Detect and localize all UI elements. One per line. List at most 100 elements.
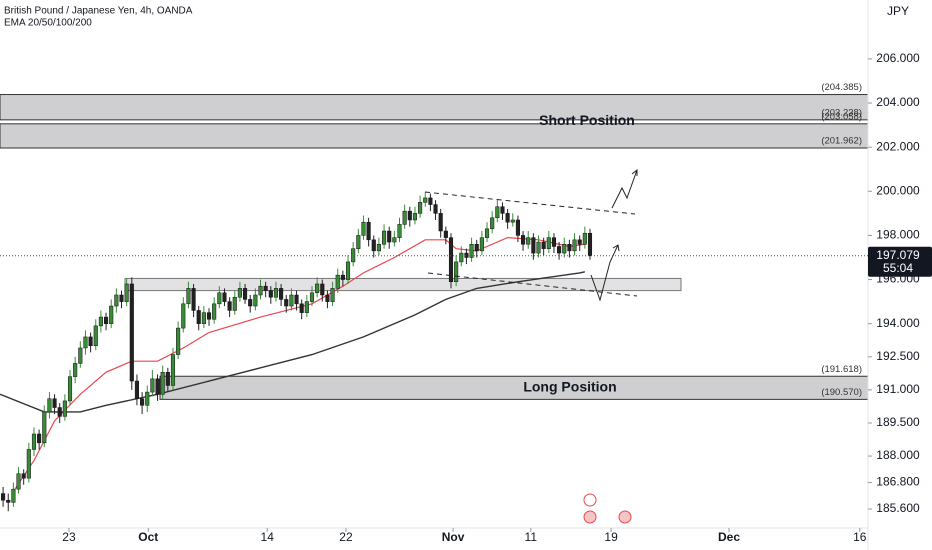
candle-body: [469, 244, 474, 258]
candle-body: [423, 197, 428, 203]
candle-body: [217, 292, 222, 305]
candle-body: [98, 316, 103, 327]
candle-body: [263, 285, 268, 291]
currency: JPY: [887, 4, 909, 18]
candle-body: [37, 433, 42, 444]
candle-body: [304, 301, 309, 313]
candle-body: [443, 230, 448, 238]
last-price-box: [868, 246, 932, 277]
chart-title: British Pound / Japanese Yen, 4h, OANDA: [4, 6, 193, 17]
y-tick-label: 204.000: [876, 95, 920, 109]
arrow-head: [631, 168, 638, 176]
candle-body: [382, 230, 387, 245]
candle-body: [104, 316, 109, 324]
candle-body: [459, 252, 464, 263]
candle-body: [253, 294, 258, 307]
candle-body: [325, 294, 330, 302]
plot: [0, 192, 593, 512]
candle-body: [484, 228, 490, 238]
y-tick-label: 186.800: [876, 475, 920, 489]
candle-body: [170, 354, 176, 386]
level-label: (191.618): [821, 364, 862, 375]
candle-body: [397, 224, 402, 238]
y-tick-label: 206.000: [876, 51, 920, 65]
candle-body: [505, 213, 510, 223]
candle-body: [279, 288, 284, 300]
candle-body: [248, 299, 253, 307]
candle-body: [500, 206, 505, 214]
candle-body: [165, 371, 170, 386]
candle-body: [1, 493, 6, 501]
candle-body: [150, 378, 155, 393]
candle-body: [140, 398, 145, 406]
candle-body: [309, 292, 315, 302]
zone-band: [159, 375, 869, 400]
candle-body: [160, 371, 165, 395]
candle-body: [361, 221, 366, 236]
level-label: (201.962): [821, 136, 862, 147]
candle-body: [21, 473, 26, 479]
arrow-head: [612, 244, 620, 252]
candle-body: [340, 274, 345, 280]
countdown: 55:04: [883, 261, 913, 275]
candle-body: [206, 312, 212, 320]
candle-body: [114, 294, 119, 307]
candle-body: [47, 398, 52, 413]
candle-body: [371, 239, 376, 252]
x-tick-label: 16: [853, 530, 867, 544]
candle-body: [232, 296, 237, 311]
candle-body: [83, 336, 88, 349]
candle-body: [57, 407, 62, 417]
zones: [0, 94, 869, 400]
candle-body: [186, 288, 191, 305]
event-icon: [583, 493, 597, 507]
candle-body: [495, 206, 500, 219]
candle-body: [243, 288, 248, 300]
candle-body: [16, 473, 21, 490]
last-price-label: 197.079: [876, 248, 920, 262]
candle-body: [407, 210, 412, 221]
candle-body: [562, 244, 567, 254]
event-icon: [583, 510, 597, 524]
candle-body: [582, 232, 587, 245]
ema-line: [12, 236, 585, 492]
candle-body: [387, 230, 392, 243]
candle-body: [196, 310, 201, 324]
level-label: (190.570): [821, 387, 862, 398]
candle-body: [526, 237, 531, 245]
ema-line: [0, 271, 585, 413]
event-icons: [583, 493, 632, 524]
candle-body: [330, 288, 335, 302]
candle-body: [181, 303, 186, 329]
candle-body: [268, 290, 273, 298]
x-tick-label: 19: [604, 530, 618, 544]
candle-body: [134, 380, 139, 399]
support-zone: [124, 277, 682, 292]
candle-body: [433, 204, 438, 214]
candle-body: [454, 261, 459, 283]
candle-body: [546, 237, 551, 249]
y-tick-label: 192.500: [876, 349, 920, 363]
candle-body: [366, 221, 371, 241]
trendline-upper: [424, 191, 636, 215]
candle-body: [356, 235, 361, 249]
candle-body: [557, 246, 562, 254]
candle-body: [93, 325, 98, 346]
candle-body: [335, 274, 340, 289]
candle-body: [515, 219, 520, 236]
x-tick-label: 11: [525, 530, 538, 544]
zone-label: Short Position: [539, 112, 635, 128]
candle-body: [26, 449, 31, 479]
candle-body: [572, 239, 577, 252]
y-tick-label: 200.000: [876, 183, 920, 197]
candle-body: [88, 336, 93, 346]
candle-body: [345, 261, 351, 280]
candle-body: [551, 237, 557, 247]
candle-body: [541, 241, 546, 249]
y-tick-label: 188.000: [876, 448, 920, 462]
x-tick-label: 23: [62, 530, 76, 544]
candle-body: [191, 288, 196, 311]
candle-body: [52, 398, 57, 408]
candle-body: [109, 305, 114, 324]
y-tick-label: 191.000: [876, 382, 920, 396]
